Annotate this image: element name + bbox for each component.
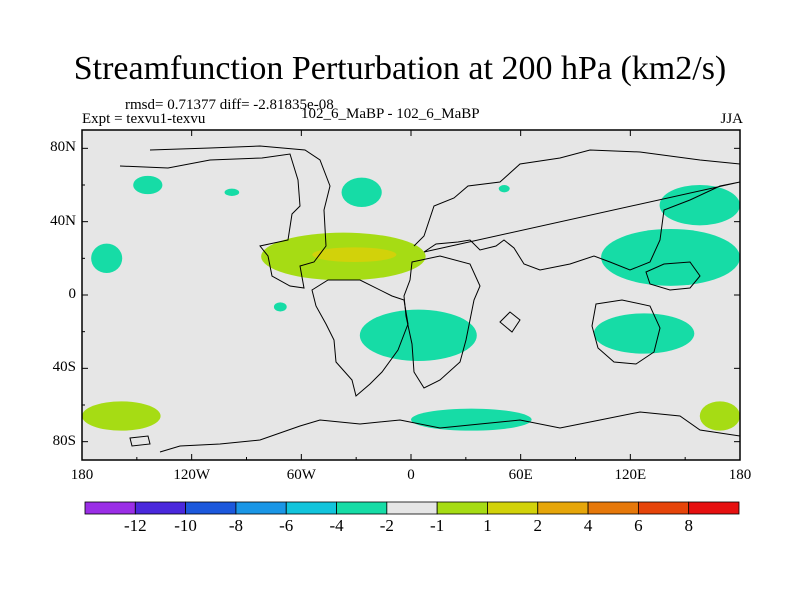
x-tick-label: 60W	[286, 467, 316, 483]
colorbar-label: 8	[684, 516, 693, 535]
anomaly-region	[699, 401, 740, 431]
y-tick-label: 40S	[52, 359, 76, 376]
figure-title: Streamfunction Perturbation at 200 hPa (…	[73, 50, 727, 87]
colorbar-label: 6	[634, 516, 643, 535]
plot-background	[82, 130, 740, 460]
x-tick-label: 180	[728, 467, 752, 483]
x-tick-label: 60E	[508, 467, 533, 483]
colorbar-box	[84, 501, 136, 515]
coastline	[591, 299, 661, 365]
colorbar-label: -4	[329, 516, 344, 535]
colorbar-box	[537, 501, 589, 515]
anomaly-region	[411, 408, 532, 431]
coastline	[413, 149, 740, 271]
coastline	[645, 261, 701, 291]
anomaly-region	[91, 243, 123, 273]
coastline	[403, 255, 481, 389]
anomaly-region	[133, 175, 163, 195]
colorbar-box	[637, 501, 690, 515]
experiment-label: Expt = texvu1-texvu	[82, 111, 206, 127]
anomaly-region	[273, 302, 287, 312]
season-label: JJA	[720, 111, 743, 127]
colorbar-label: -10	[174, 516, 197, 535]
colorbar-label: -8	[228, 516, 243, 535]
x-tick-label: 120W	[173, 467, 210, 483]
x-tick-label: 180	[70, 467, 94, 483]
anomaly-region	[498, 185, 510, 193]
anomaly-region	[593, 313, 695, 354]
colorbar-box	[386, 501, 438, 515]
y-tick-label: 40N	[50, 212, 76, 229]
colorbar-label: -12	[123, 516, 147, 535]
stats-line: rmsd= 0.71377 diff= -2.81835e-08	[125, 97, 334, 113]
x-tick-label: 120E	[614, 467, 647, 483]
colorbar-label: 2	[533, 516, 543, 535]
colorbar-box	[587, 501, 639, 515]
y-tick-label: 0	[68, 286, 77, 302]
coastline	[311, 279, 409, 397]
coastline	[159, 411, 740, 453]
colorbar-box	[185, 501, 237, 515]
y-tick-label: 80N	[50, 139, 76, 156]
colorbar-box	[285, 501, 337, 515]
colorbar-label: -2	[379, 516, 394, 535]
center-label: 102_6_MaBP - 102_6_MaBP	[301, 106, 480, 122]
anomaly-region	[359, 309, 477, 362]
anomaly-region	[601, 228, 740, 286]
x-tick-label: 0	[407, 467, 415, 483]
colorbar-label: -6	[279, 516, 294, 535]
colorbar-box	[235, 501, 287, 515]
anomaly-region	[224, 188, 240, 196]
colorbar-box	[336, 501, 388, 515]
anomaly-region	[312, 247, 397, 262]
anomaly-region	[82, 401, 161, 431]
coastline	[129, 435, 151, 447]
colorbar-box	[487, 501, 539, 515]
colorbar-box	[688, 501, 740, 515]
coastline	[119, 145, 331, 289]
anomaly-layer	[82, 145, 740, 453]
colorbar-label: 1	[483, 516, 492, 535]
y-tick-label: 80S	[52, 432, 76, 449]
colorbar-label: -1	[430, 516, 445, 535]
colorbar-label: 4	[583, 516, 593, 535]
colorbar-box	[436, 501, 488, 515]
anomaly-region	[341, 177, 382, 207]
colorbar-box	[134, 501, 187, 515]
coastline	[499, 311, 521, 333]
